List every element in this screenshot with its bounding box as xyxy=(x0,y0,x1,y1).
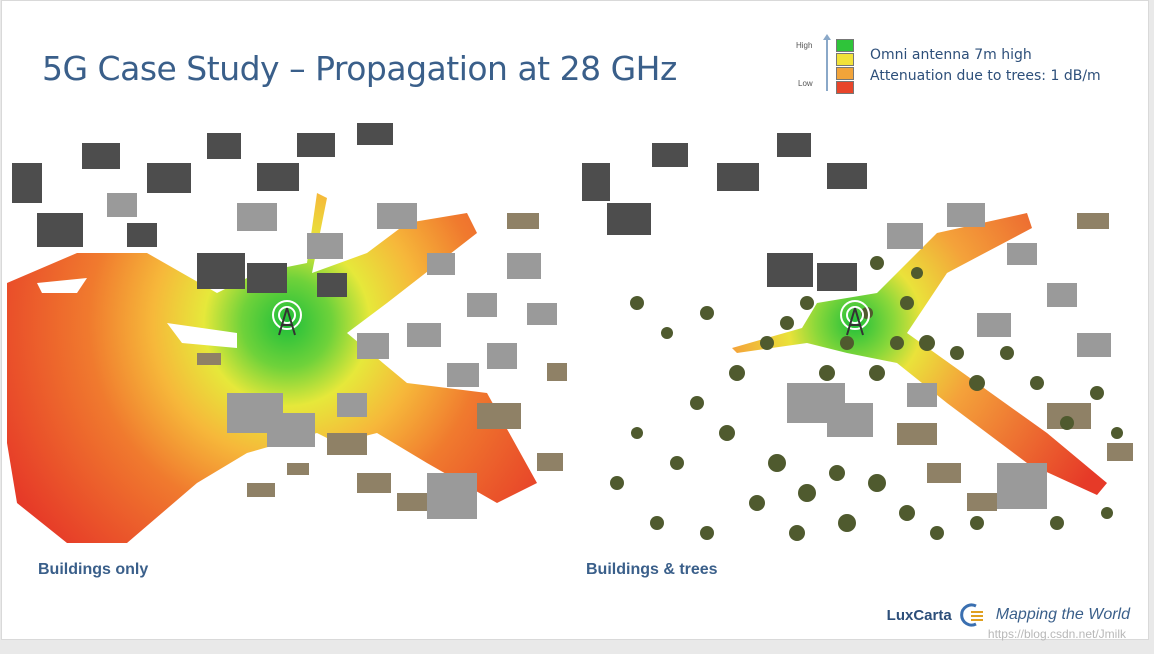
watermark-url: https://blog.csdn.net/Jmilk xyxy=(987,627,1126,641)
building-cluster-grey xyxy=(107,193,557,519)
legend-low-label: Low xyxy=(798,79,813,88)
shadow-gap xyxy=(37,278,87,293)
propagation-map-buildings-only xyxy=(7,103,569,553)
legend-color-scale xyxy=(836,39,854,95)
coverage-area-left xyxy=(7,193,537,543)
signal-legend: High Low Omni antenna 7m high Attenuatio… xyxy=(790,34,1142,99)
shadow-gap xyxy=(167,323,237,348)
brand-name: LuxCarta xyxy=(886,606,952,624)
building-cluster-dark xyxy=(582,133,867,291)
legend-swatch-orange xyxy=(836,67,854,80)
legend-swatch-red xyxy=(836,81,854,94)
slide-title: 5G Case Study – Propagation at 28 GHz xyxy=(42,49,677,88)
building-cluster-tan xyxy=(197,213,567,511)
caption-buildings-only: Buildings only xyxy=(38,561,149,578)
tree-canopy xyxy=(610,256,1123,541)
legend-arrow-icon xyxy=(823,34,831,91)
antenna-tower-icon xyxy=(840,300,870,336)
building-cluster-dark xyxy=(12,123,393,297)
building-cluster-grey xyxy=(787,203,1111,509)
legend-high-label: High xyxy=(796,41,813,50)
slide: 5G Case Study – Propagation at 28 GHz Hi… xyxy=(1,0,1149,641)
antenna-tower-icon xyxy=(272,300,302,336)
brand-tagline: Mapping the World xyxy=(995,606,1130,623)
legend-entry-attenuation: Attenuation due to trees: 1 dB/m xyxy=(870,68,1101,84)
legend-swatch-green xyxy=(836,39,854,52)
luxcarta-logo-icon xyxy=(959,603,983,627)
caption-buildings-trees: Buildings & trees xyxy=(586,561,718,578)
legend-entry-antenna: Omni antenna 7m high xyxy=(870,47,1032,63)
propagation-map-buildings-trees xyxy=(577,103,1143,553)
legend-swatch-yellow xyxy=(836,53,854,66)
brand-footer: LuxCarta Mapping the World xyxy=(887,603,1130,627)
coverage-area-right xyxy=(732,213,1107,495)
